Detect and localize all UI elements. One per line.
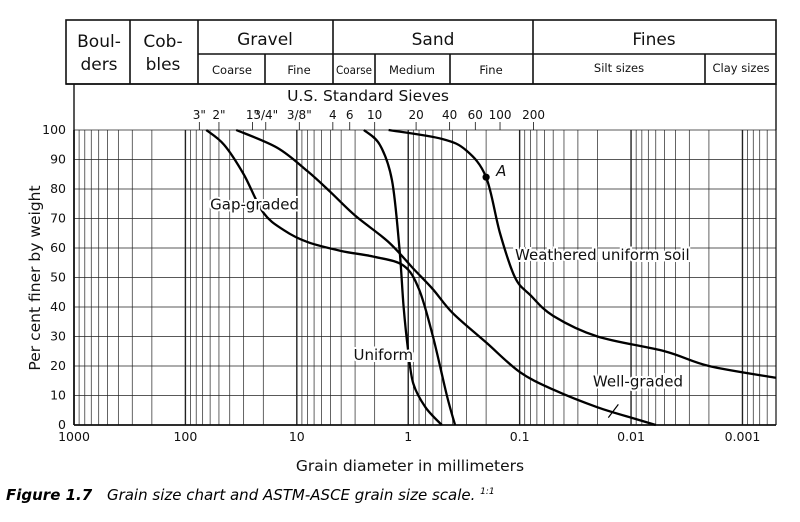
sieve-label: 10 bbox=[367, 108, 382, 122]
sieve-label: 3/8" bbox=[287, 108, 312, 122]
sand-label: Sand bbox=[412, 30, 455, 50]
sand-fine-label: Fine bbox=[479, 63, 502, 77]
sand-medium-label: Medium bbox=[389, 63, 435, 77]
sand-coarse-label: Coarse bbox=[336, 63, 372, 77]
x-tick-label: 1 bbox=[404, 429, 412, 444]
boulders-line1: Boul- bbox=[77, 32, 121, 52]
curve-uniform bbox=[363, 129, 443, 426]
y-tick-label: 50 bbox=[50, 270, 66, 285]
uniform-label: Uniform bbox=[353, 346, 413, 364]
y-tick-label: 80 bbox=[50, 181, 66, 196]
x-tick-label: 1000 bbox=[58, 429, 90, 444]
plot-axes: 0 10 20 30 40 50 60 70 80 90 100 1000 100 10 1 0.1 0.01 0… bbox=[42, 84, 777, 444]
sieve-label: 20 bbox=[408, 108, 423, 122]
gravel-label: Gravel bbox=[237, 30, 293, 50]
gradation-curves bbox=[205, 128, 777, 427]
cobbles-line1: Cob- bbox=[143, 32, 182, 52]
sieve-label: 2" bbox=[212, 108, 225, 122]
gravel-fine-label: Fine bbox=[287, 63, 310, 77]
curve-gap-graded bbox=[205, 129, 457, 426]
classification-header bbox=[65, 19, 777, 85]
figure-caption: Figure 1.7 Grain size chart and ASTM-ASC… bbox=[6, 486, 495, 504]
x-axis-title: Grain diameter in millimeters bbox=[296, 457, 524, 475]
y-tick-label: 20 bbox=[50, 358, 66, 373]
sieve-label: 60 bbox=[468, 108, 483, 122]
sieve-labels: 3" 2" 1"3/4" 3/8" 4 6 10 20 40 60 100 200 bbox=[193, 108, 545, 130]
plot-grid bbox=[74, 129, 777, 426]
figure-number: Figure 1.7 bbox=[6, 486, 93, 504]
sieve-label: 6 bbox=[346, 108, 354, 122]
curve-well-graded bbox=[235, 128, 657, 427]
curve-labels: Gap-graded Weathered uniform soil Uniform W… bbox=[208, 161, 692, 418]
y-tick-label: 40 bbox=[50, 299, 66, 314]
y-tick-label: 100 bbox=[42, 122, 66, 137]
sieve-label: 1" bbox=[246, 108, 259, 122]
sieve-label: 40 bbox=[442, 108, 457, 122]
y-tick-label: 30 bbox=[50, 329, 66, 344]
x-tick-label: 10 bbox=[289, 429, 305, 444]
sieve-label: 3" bbox=[193, 108, 206, 122]
y-axis-title: Per cent finer by weight bbox=[26, 185, 44, 370]
x-tick-label: 0.001 bbox=[725, 429, 761, 444]
boulders-line2: ders bbox=[80, 55, 117, 75]
cobbles-line2: bles bbox=[146, 55, 181, 75]
x-tick-label: 100 bbox=[173, 429, 197, 444]
sieves-title: U.S. Standard Sieves bbox=[287, 87, 449, 105]
well-graded-arrow bbox=[607, 403, 619, 418]
sieve-label: 3/4" bbox=[253, 108, 278, 122]
well-graded-label: Well-graded bbox=[593, 373, 683, 391]
gap-graded-label: Gap-graded bbox=[210, 196, 299, 214]
silt-sizes-label: Silt sizes bbox=[594, 61, 644, 75]
y-tick-label: 90 bbox=[50, 152, 66, 167]
y-tick-label: 70 bbox=[50, 211, 66, 226]
caption-text: Grain size chart and ASTM-ASCE grain siz… bbox=[107, 486, 475, 504]
x-tick-label: 0.01 bbox=[617, 429, 645, 444]
fines-label: Fines bbox=[632, 30, 675, 50]
sieve-label: 200 bbox=[522, 108, 545, 122]
sieve-label: 100 bbox=[489, 108, 512, 122]
clay-sizes-label: Clay sizes bbox=[712, 61, 769, 75]
gravel-coarse-label: Coarse bbox=[212, 63, 252, 77]
y-tick-label: 0 bbox=[58, 417, 66, 432]
caption-superscript: 1:1 bbox=[480, 487, 494, 497]
point-a-marker bbox=[482, 173, 490, 181]
curve-weathered-uniform-soil bbox=[388, 128, 777, 379]
point-a-label: A bbox=[495, 162, 506, 180]
y-tick-label: 10 bbox=[50, 388, 66, 403]
weathered-uniform-soil-label: Weathered uniform soil bbox=[515, 246, 690, 264]
x-tick-label: 0.1 bbox=[510, 429, 530, 444]
y-tick-label: 60 bbox=[50, 240, 66, 255]
sieve-label: 4 bbox=[329, 108, 337, 122]
